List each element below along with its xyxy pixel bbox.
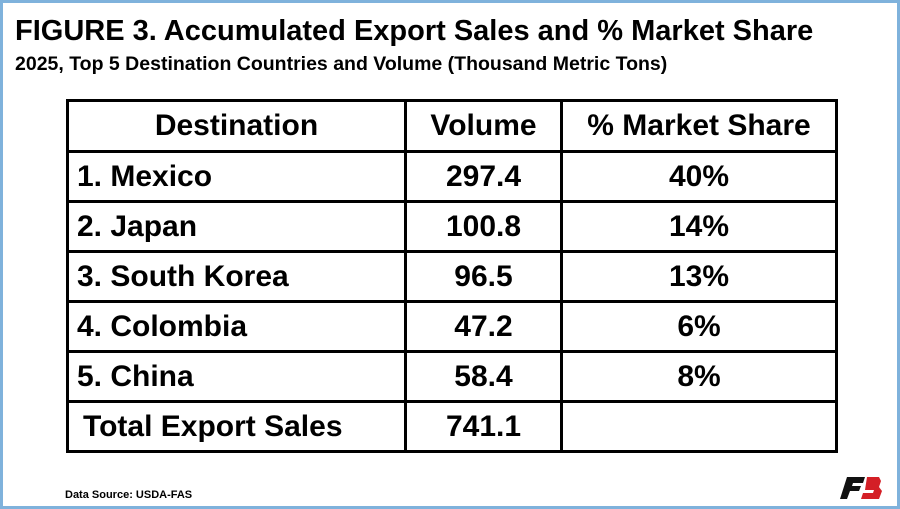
table-cell: 100.8 bbox=[404, 200, 563, 253]
table-cell: 297.4 bbox=[404, 150, 563, 203]
table-cell: 40% bbox=[560, 150, 838, 203]
table-cell: 741.1 bbox=[404, 400, 563, 453]
table-cell: 4. Colombia bbox=[66, 300, 407, 353]
table-cell: 5. China bbox=[66, 350, 407, 403]
table-row: Total Export Sales 741.1 bbox=[66, 400, 838, 453]
table-row: 3. South Korea 96.5 13% bbox=[66, 250, 838, 303]
table-cell: 58.4 bbox=[404, 350, 563, 403]
logo bbox=[840, 477, 882, 499]
table-row: 4. Colombia 47.2 6% bbox=[66, 300, 838, 353]
table-cell: 2. Japan bbox=[66, 200, 407, 253]
table-cell: Total Export Sales bbox=[66, 400, 407, 453]
table-row: 1. Mexico 297.4 40% bbox=[66, 150, 838, 203]
table-cell: 96.5 bbox=[404, 250, 563, 303]
table-cell: 14% bbox=[560, 200, 838, 253]
data-table: Destination Volume% Market Share 1. Mexic… bbox=[66, 99, 838, 453]
table-cell: 6% bbox=[560, 300, 838, 353]
source-note: Data Source: USDA-FAS bbox=[65, 489, 193, 501]
table-cell: 13% bbox=[560, 250, 838, 303]
header-row: Destination Volume% Market Share bbox=[66, 99, 838, 153]
column-header: % Market Share bbox=[560, 99, 838, 153]
table-row: 2. Japan 100.8 14% bbox=[66, 200, 838, 253]
table-row: 5. China 58.4 8% bbox=[66, 350, 838, 403]
table-cell: 8% bbox=[560, 350, 838, 403]
table-cell: 1. Mexico bbox=[66, 150, 407, 203]
table-cell: 47.2 bbox=[404, 300, 563, 353]
title: FIGURE 3. Accumulated Export Sales and %… bbox=[15, 15, 814, 47]
table-cell: 3. South Korea bbox=[66, 250, 407, 303]
column-header: Destination bbox=[66, 99, 407, 153]
table-body: 1. Mexico 297.4 40% 2. Japan 100.8 14% 3. Sout… bbox=[66, 150, 838, 453]
column-header: Volume bbox=[404, 99, 563, 153]
subtitle: 2025, Top 5 Destination Countries and Vo… bbox=[15, 53, 668, 75]
empty-cell bbox=[560, 400, 838, 453]
